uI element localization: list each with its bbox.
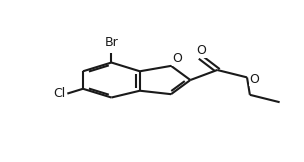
Text: Cl: Cl [54,87,66,100]
Text: O: O [250,73,259,86]
Text: O: O [196,44,206,57]
Text: O: O [173,52,182,65]
Text: Br: Br [105,36,118,49]
